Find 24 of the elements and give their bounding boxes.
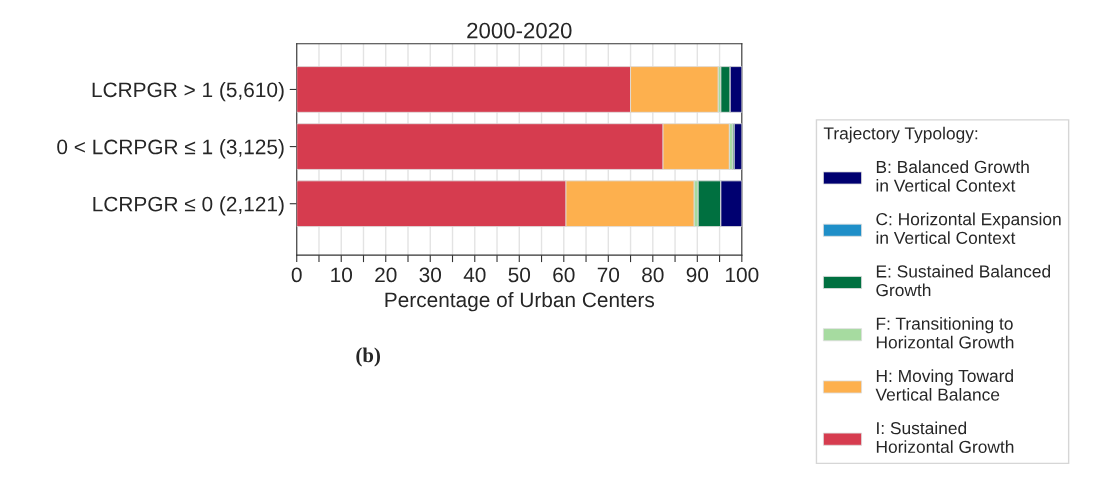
x-tick-label: 80 — [642, 267, 664, 283]
x-tick-label: 70 — [597, 267, 620, 283]
legend-label: F: Transitioning to Horizontal Growth — [876, 317, 1014, 349]
legend-label: H: Moving Toward Vertical Balance — [875, 369, 1013, 401]
x-tick-label: 50 — [508, 267, 531, 283]
x-tick-label: 100 — [726, 267, 759, 283]
legend-label: C: Horizontal Expansion in Vertical Context — [876, 212, 1061, 245]
x-axis-title: Percentage of Urban Centers — [385, 291, 655, 312]
chart-title: 2000-2020 — [467, 22, 572, 39]
x-tick-label: 20 — [375, 267, 397, 283]
x-tick-label: 0 — [291, 267, 302, 283]
legend-label: B: Balanced Growth in Vertical Context — [876, 160, 1029, 192]
x-tick-label: 10 — [331, 267, 353, 283]
legend-label: E: Sustained Balanced Growth — [876, 264, 1051, 297]
legend-title: Trajectory Typology: — [823, 126, 978, 143]
x-tick-label: 60 — [553, 267, 575, 283]
x-tick-label: 40 — [463, 267, 486, 283]
y-tick-label: LCRPGR ≤ 0 (2,121) — [93, 196, 284, 216]
y-tick-label: LCRPGR > 1 (5,610) — [92, 81, 284, 102]
legend-label: I: Sustained Horizontal Growth — [876, 421, 1014, 453]
x-tick-label: 30 — [419, 267, 442, 283]
x-tick-label: 90 — [686, 267, 709, 283]
y-tick-label: 0 < LCRPGR ≤ 1 (3,125) — [57, 139, 284, 159]
text: (b) — [356, 347, 380, 367]
